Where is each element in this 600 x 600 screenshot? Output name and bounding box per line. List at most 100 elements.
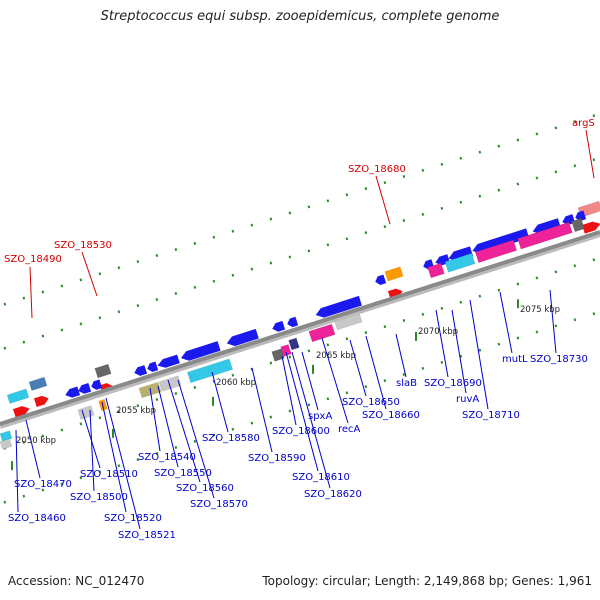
guide-dot	[497, 144, 501, 148]
guide-dot	[79, 322, 83, 326]
guide-dot	[307, 205, 311, 209]
leader-line	[149, 387, 161, 452]
guide-dot	[212, 433, 216, 437]
leader-line	[499, 291, 513, 354]
guide-dot	[136, 260, 140, 264]
guide-dot	[592, 312, 596, 316]
guide-dot	[573, 264, 577, 268]
leader-line	[281, 355, 297, 426]
guide-dot	[250, 223, 254, 227]
guide-dot	[60, 428, 64, 432]
gene-feature	[0, 438, 13, 450]
guide-dot	[136, 304, 140, 308]
leader-line	[585, 129, 595, 179]
guide-dot	[326, 199, 330, 203]
accession-text: Accession: NC_012470	[8, 574, 145, 588]
guide-dot	[383, 181, 387, 185]
gene-label-red: SZO_18680	[348, 164, 406, 175]
guide-dot	[155, 398, 159, 402]
scale-tick-label: 2050 kbp	[16, 436, 56, 446]
guide-dot	[440, 206, 444, 210]
guide-dot	[478, 294, 482, 298]
guide-dot	[592, 158, 596, 162]
guide-dot	[3, 500, 7, 504]
guide-dot	[269, 361, 273, 365]
gene-label-blue: SZO_18521	[118, 530, 176, 541]
gene-label-blue: SZO_18710	[462, 410, 520, 421]
gene-label-blue: SZO_18730	[530, 354, 588, 365]
guide-dot	[554, 170, 558, 174]
guide-dot	[136, 458, 140, 462]
guide-dot	[402, 219, 406, 222]
guide-dot	[60, 284, 64, 288]
leader-line	[469, 299, 489, 410]
guide-dot	[440, 360, 444, 364]
gene-feature	[444, 252, 476, 273]
gene-label-red: SZO_18490	[4, 254, 62, 265]
gene-arrow-reverse	[157, 354, 180, 368]
guide-dot	[155, 452, 159, 456]
guide-dot	[193, 385, 197, 389]
guide-dot	[345, 237, 349, 241]
guide-dot	[535, 330, 539, 334]
gene-label-blue: SZO_18500	[70, 492, 128, 503]
guide-dot	[231, 427, 235, 431]
leader-line	[105, 397, 141, 530]
guide-dot	[174, 445, 178, 449]
guide-dot	[212, 279, 216, 283]
guide-dot	[250, 421, 254, 425]
gene-labels: SZO_18490 SZO_18530 SZO_18680 argS SZO_18470…	[4, 118, 595, 541]
guide-dot	[41, 488, 45, 492]
guide-dot	[307, 249, 311, 253]
gene-label-blue: SZO_18520	[104, 513, 162, 524]
guide-dot	[117, 310, 121, 314]
guide-dot	[459, 156, 463, 160]
leader-line	[375, 175, 391, 225]
gene-features	[0, 200, 600, 450]
leader-line	[285, 351, 319, 472]
guide-dot	[421, 212, 425, 216]
gene-label-blue: mutL	[502, 354, 528, 365]
guide-dot	[497, 288, 501, 292]
guide-dot	[22, 340, 26, 344]
guide-dot	[41, 434, 45, 438]
gene-label-blue: SZO_18510	[80, 469, 138, 480]
guide-dot	[269, 261, 273, 265]
guide-dot	[516, 138, 520, 142]
gene-arrow-reverse	[272, 320, 286, 332]
gene-arrow-reverse	[91, 379, 103, 390]
gene-label-blue: recA	[338, 424, 361, 435]
guide-dot	[79, 278, 83, 282]
guide-dot	[231, 273, 235, 277]
leader-line	[157, 385, 179, 468]
leader-line	[89, 409, 95, 492]
guide-dot	[402, 175, 406, 178]
guide-dot	[383, 325, 387, 329]
leader-line	[15, 429, 19, 513]
gene-feature	[187, 358, 233, 384]
gene-feature	[517, 221, 573, 250]
guide-dot	[459, 300, 463, 304]
guide-dot	[136, 404, 140, 408]
guide-dot	[345, 391, 349, 395]
guide-dot	[402, 373, 406, 376]
gene-feature	[288, 337, 300, 351]
gene-arrow-reverse	[532, 218, 561, 235]
guide-dot	[60, 328, 64, 332]
guide-dot	[554, 270, 558, 274]
guide-dot	[535, 276, 539, 280]
leader-line	[81, 251, 98, 297]
guide-dot	[307, 403, 311, 407]
gene-feature	[474, 239, 518, 263]
gene-feature	[582, 221, 600, 234]
leader-line	[549, 289, 557, 354]
guide-dot	[554, 324, 558, 328]
guide-dot	[459, 200, 463, 204]
guide-dot	[364, 331, 368, 335]
guide-dot	[155, 254, 159, 258]
guide-dot	[22, 440, 26, 444]
gene-label-blue: SZO_18650	[342, 397, 400, 408]
guide-dot	[22, 494, 26, 498]
